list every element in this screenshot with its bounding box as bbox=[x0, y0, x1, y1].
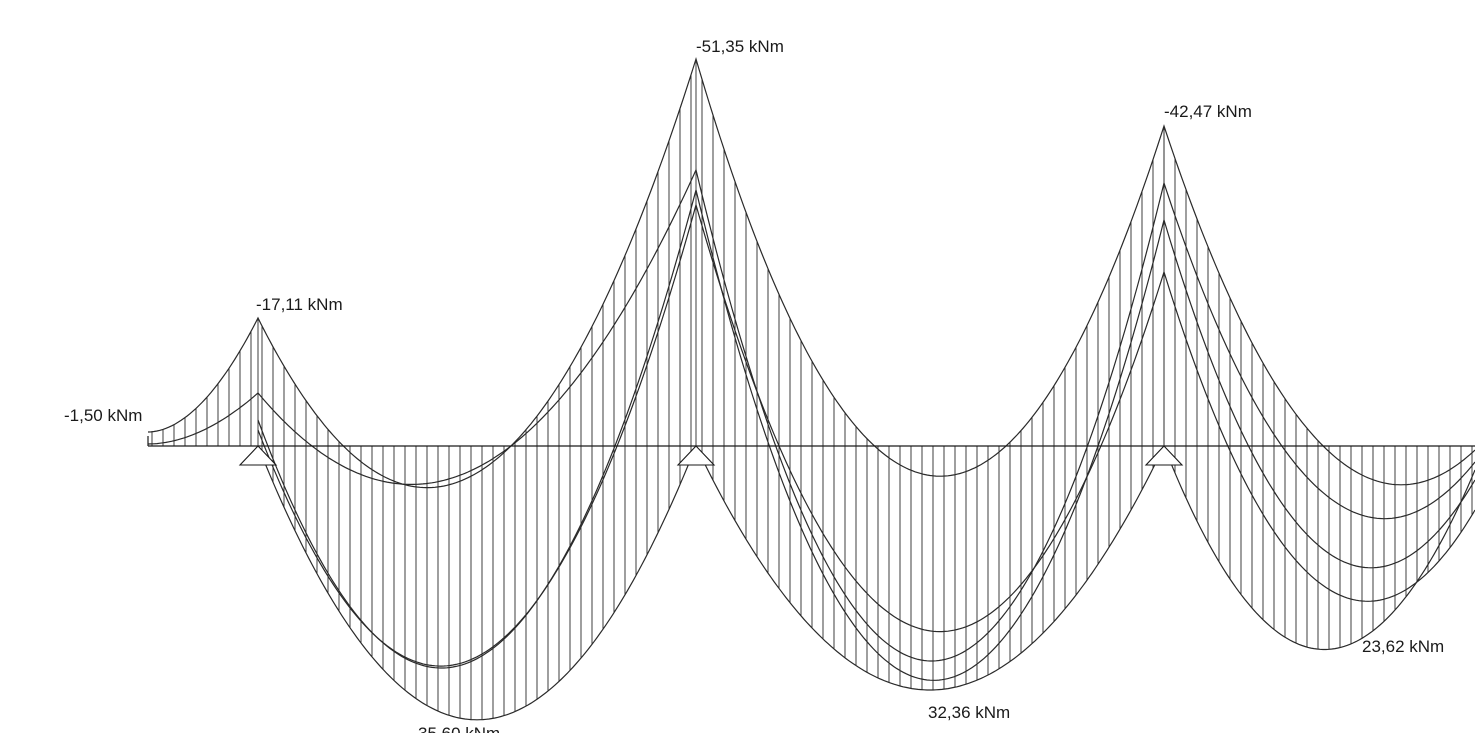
moment-curves bbox=[147, 56, 1475, 721]
moment-curve-3 bbox=[257, 189, 1475, 681]
support-2-icon bbox=[676, 445, 716, 466]
hatch-lines bbox=[151, 59, 1473, 720]
label-support-3: -42,47 kNm bbox=[1164, 102, 1252, 121]
label-support-1: -17,11 kNm bbox=[256, 295, 343, 314]
moment-curve-1 bbox=[147, 56, 1475, 489]
label-span-2: 32,36 kNm bbox=[928, 703, 1010, 722]
moment-curve-2 bbox=[147, 168, 1475, 662]
label-span-1: 35,60 kNm bbox=[418, 724, 500, 733]
label-cantilever-end: -1,50 kNm bbox=[64, 406, 142, 425]
moment-curve-5 bbox=[257, 444, 1475, 721]
moment-curve-4 bbox=[257, 202, 1475, 667]
support-1-icon bbox=[238, 445, 278, 466]
label-span-3: 23,62 kNm bbox=[1362, 637, 1444, 656]
label-support-2: -51,35 kNm bbox=[696, 37, 784, 56]
support-3-icon bbox=[1144, 445, 1184, 466]
